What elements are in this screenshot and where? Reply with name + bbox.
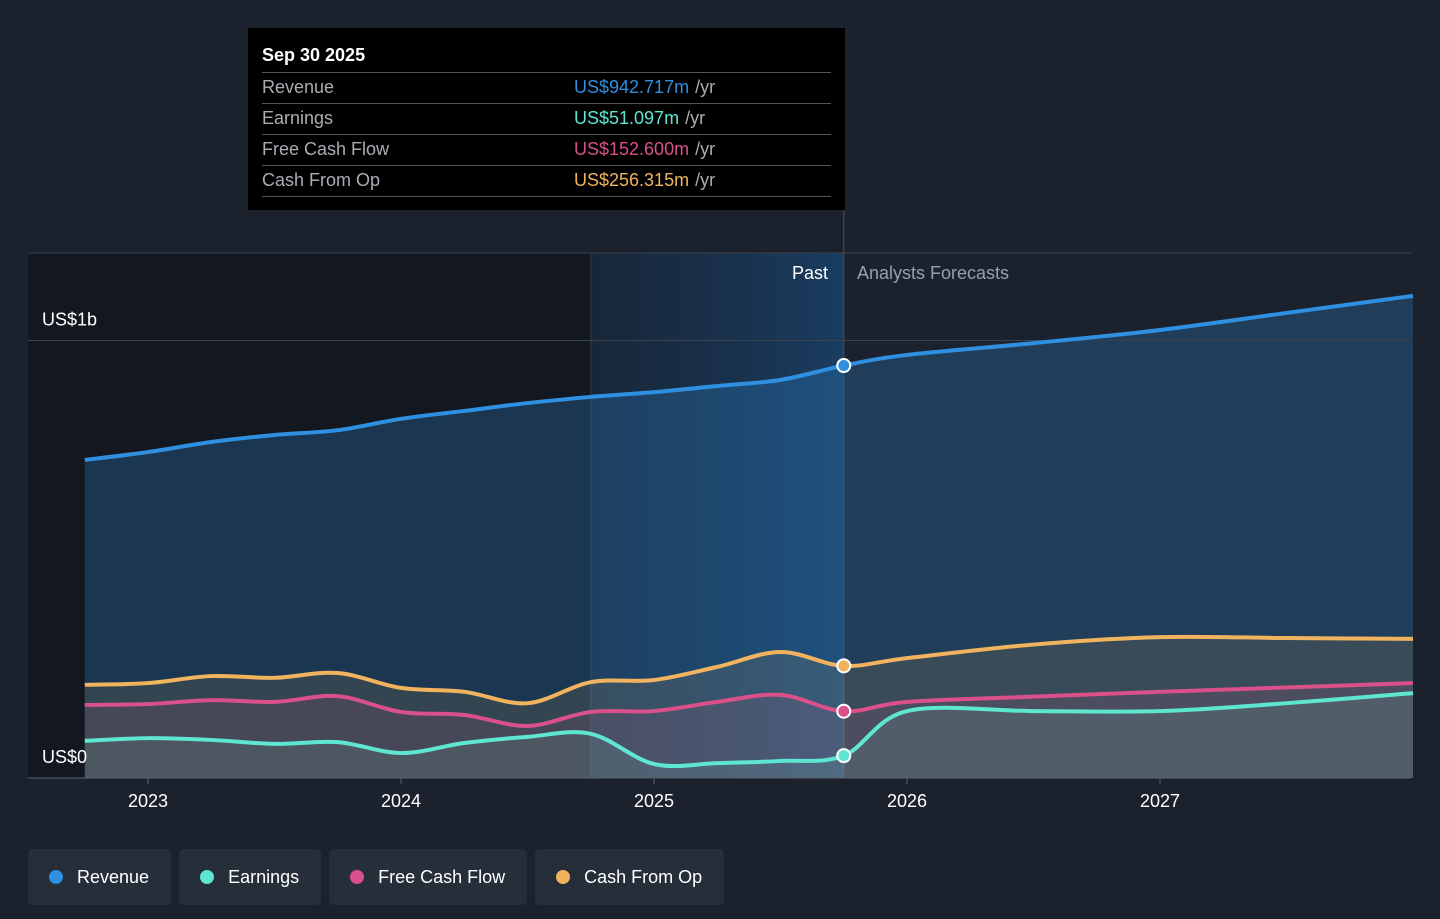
tooltip-date: Sep 30 2025 bbox=[262, 42, 831, 73]
y-tick-label: US$0 bbox=[42, 747, 87, 767]
legend-dot bbox=[200, 870, 215, 884]
tooltip-unit: /yr bbox=[685, 108, 706, 128]
series-area bbox=[84, 693, 1413, 778]
tooltip-name: Cash From Op bbox=[262, 170, 381, 190]
tooltip: Sep 30 2025 Revenue US$942.717m/yr Earning… bbox=[248, 28, 845, 210]
legend-dot bbox=[49, 870, 63, 884]
highlight-point bbox=[836, 658, 852, 674]
legend-dot bbox=[556, 870, 571, 884]
highlight-point bbox=[836, 748, 852, 764]
x-tick-label: 2025 bbox=[634, 791, 674, 811]
tooltip-name: Earnings bbox=[262, 108, 334, 128]
legend: Revenue Earnings Free Cash Flow Cash From O… bbox=[28, 849, 725, 905]
x-tick-label: 2024 bbox=[381, 791, 421, 811]
legend-dot bbox=[350, 870, 365, 884]
past-label: Past bbox=[792, 263, 828, 283]
series-area bbox=[84, 295, 1413, 778]
legend-label: Cash From Op bbox=[584, 866, 703, 887]
legend-label: Free Cash Flow bbox=[378, 866, 506, 887]
tooltip-unit: /yr bbox=[695, 77, 716, 97]
tooltip-value: US$152.600m bbox=[574, 139, 690, 159]
legend-item[interactable]: Revenue bbox=[28, 849, 172, 905]
y-tick-label: US$1b bbox=[42, 309, 97, 329]
highlight-point bbox=[836, 703, 852, 719]
tooltip-name: Free Cash Flow bbox=[262, 139, 390, 159]
tooltip-row: Earnings US$51.097m/yr bbox=[262, 104, 831, 135]
series-line bbox=[84, 293, 1414, 462]
x-tick-label: 2023 bbox=[128, 791, 168, 811]
legend-item[interactable]: Free Cash Flow bbox=[329, 849, 528, 905]
legend-item[interactable]: Earnings bbox=[179, 849, 322, 905]
highlight-point bbox=[836, 358, 852, 374]
tooltip-row: Cash From Op US$256.315m/yr bbox=[262, 166, 831, 197]
series-line bbox=[84, 691, 1414, 769]
tooltip-row: Revenue US$942.717m/yr bbox=[262, 73, 831, 104]
forecast-label: Analysts Forecasts bbox=[857, 263, 1009, 283]
legend-label: Earnings bbox=[228, 866, 300, 887]
tooltip-row: Free Cash Flow US$152.600m/yr bbox=[262, 135, 831, 166]
tooltip-value: US$51.097m bbox=[574, 108, 680, 128]
series-area bbox=[84, 683, 1413, 778]
tooltip-unit: /yr bbox=[695, 139, 716, 159]
series-line bbox=[84, 681, 1414, 728]
x-tick-label: 2026 bbox=[887, 791, 927, 811]
series-line bbox=[84, 634, 1414, 706]
tooltip-value: US$942.717m bbox=[574, 77, 690, 97]
legend-item[interactable]: Cash From Op bbox=[535, 849, 725, 905]
legend-label: Revenue bbox=[77, 866, 150, 887]
tooltip-unit: /yr bbox=[695, 170, 716, 190]
tooltip-name: Revenue bbox=[262, 77, 335, 97]
series-area bbox=[84, 636, 1413, 778]
x-tick-label: 2027 bbox=[1140, 791, 1180, 811]
tooltip-value: US$256.315m bbox=[574, 170, 690, 190]
